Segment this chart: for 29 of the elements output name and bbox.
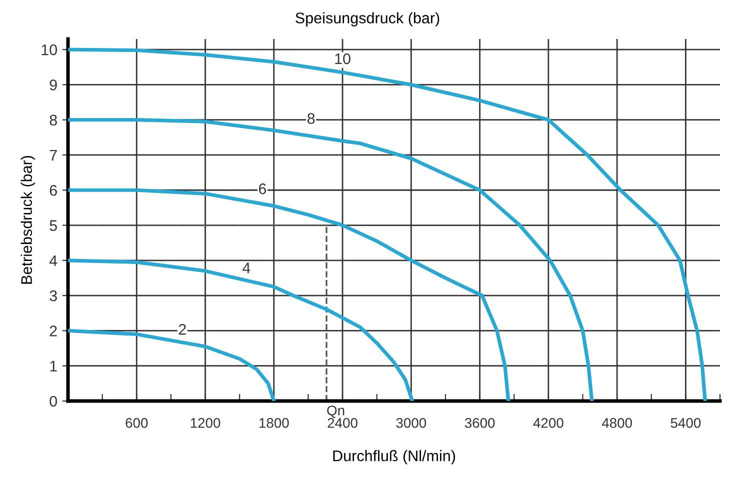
x-tick-label: 4800 bbox=[602, 418, 632, 428]
x-tick-label: 5400 bbox=[670, 418, 701, 428]
x-tick-label: 3600 bbox=[464, 418, 495, 428]
x-tick-label: 600 bbox=[126, 418, 148, 428]
x-tick-label: 1800 bbox=[260, 418, 289, 428]
annotation: 8 bbox=[307, 113, 315, 124]
annotation: 6 bbox=[258, 183, 266, 194]
y-tick-label: 7 bbox=[50, 150, 57, 161]
y-tick-label: 1 bbox=[50, 360, 57, 372]
x-tick-label: 3000 bbox=[396, 418, 426, 428]
annotation: 10 bbox=[335, 53, 350, 64]
x-tick-label: 4200 bbox=[533, 418, 564, 428]
y-tick-label: 8 bbox=[50, 114, 57, 126]
y-tick-label: 2 bbox=[50, 326, 57, 336]
y-tick-label: 10 bbox=[42, 44, 57, 56]
annotation: 2 bbox=[178, 324, 186, 335]
y-tick-label: 4 bbox=[49, 255, 58, 266]
ref-line-label: Qn bbox=[327, 406, 344, 418]
y-tick-label: 6 bbox=[50, 184, 57, 196]
x-tick-label: 2400 bbox=[328, 418, 358, 428]
y-tick-label: 0 bbox=[50, 396, 57, 407]
x-tick-label: 1200 bbox=[190, 418, 220, 428]
y-tick-label: 9 bbox=[50, 80, 57, 90]
chart-title: Speisungsdruck (bar) bbox=[296, 12, 440, 26]
x-axis-title: Durchfluß (Nl/min) bbox=[333, 450, 456, 464]
y-axis-title: Betriebsdruck (bar) bbox=[20, 156, 36, 284]
y-tick-label: 5 bbox=[50, 220, 57, 231]
y-tick-label: 3 bbox=[50, 290, 57, 302]
annotation: 4 bbox=[242, 262, 250, 274]
